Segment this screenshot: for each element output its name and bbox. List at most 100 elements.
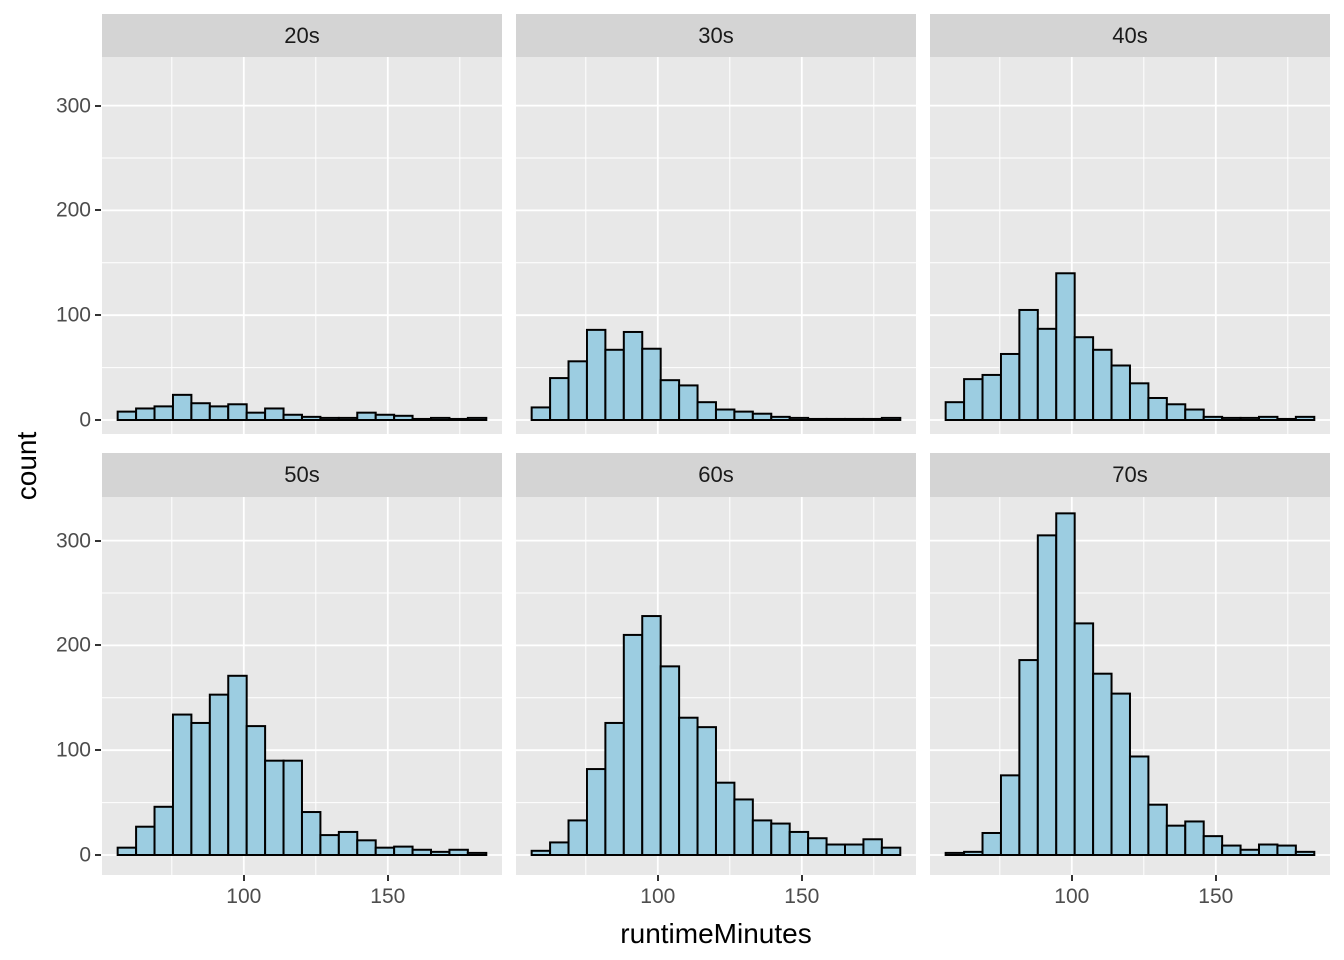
y-tick-label: 200 <box>55 198 91 222</box>
histogram-bar <box>1018 659 1039 856</box>
histogram-bars <box>530 615 902 857</box>
y-tick-label: 300 <box>55 529 91 553</box>
histogram-bar <box>1128 755 1150 857</box>
histogram-bar <box>770 415 791 421</box>
histogram-bar <box>411 417 432 421</box>
histogram-bar <box>1110 692 1131 856</box>
histogram-bar <box>208 693 230 856</box>
histogram-bar <box>190 721 211 856</box>
histogram-bar <box>282 759 303 856</box>
histogram-bar <box>604 721 625 856</box>
facet-plot-20s <box>102 57 502 434</box>
histogram-bar <box>981 373 1002 422</box>
facet-strip-60s: 60s <box>516 453 916 497</box>
histogram-bar <box>135 825 156 857</box>
histogram-bar <box>374 846 396 857</box>
x-tick-label: 150 <box>370 885 406 908</box>
histogram-bars <box>944 512 1316 857</box>
facet-plot-30s <box>516 57 916 434</box>
facet-panel-40s <box>930 57 1330 434</box>
histogram-bar <box>825 843 846 856</box>
histogram-bar <box>770 822 791 856</box>
facet-strip-label: 50s <box>284 462 320 487</box>
histogram-bar <box>585 328 607 422</box>
histogram-bar <box>1258 843 1279 856</box>
facet-strip-label: 70s <box>1112 462 1148 487</box>
histogram-bar <box>963 850 984 856</box>
y-tick-label: 100 <box>55 738 91 762</box>
histogram-bar <box>641 347 662 421</box>
histogram-bar <box>659 379 681 421</box>
histogram-bar <box>466 851 488 856</box>
histogram-bar <box>264 759 285 856</box>
histogram-bar <box>844 417 865 421</box>
histogram-bar <box>733 410 754 421</box>
histogram-bar <box>549 841 570 857</box>
x-tick-mark <box>386 875 389 881</box>
histogram-bar <box>135 407 156 421</box>
histogram-bar <box>319 416 340 421</box>
y-tick-mark <box>95 314 101 317</box>
facet-strip-30s: 30s <box>516 14 916 57</box>
histogram-bar <box>1294 415 1316 421</box>
histogram-bar <box>337 416 359 421</box>
histogram-bar <box>1055 272 1076 421</box>
x-tick-label: 100 <box>640 885 676 908</box>
histogram-bar <box>807 837 828 856</box>
histogram-bar <box>981 831 1002 857</box>
histogram-bar <box>844 843 865 856</box>
histogram-bar <box>862 838 883 856</box>
histogram-bar <box>245 725 267 856</box>
histogram-bar <box>264 407 285 421</box>
x-tick-label: 150 <box>784 885 820 908</box>
histogram-bar <box>356 839 377 857</box>
histogram-bar <box>1221 416 1242 421</box>
histogram-bar <box>751 819 773 856</box>
x-tick-mark <box>656 875 659 881</box>
facet-strip-label: 20s <box>284 22 320 48</box>
histogram-bar <box>1147 803 1168 857</box>
histogram-bar <box>116 846 138 857</box>
histogram-bar <box>567 360 588 422</box>
histogram-bar <box>430 850 451 856</box>
histogram-bar <box>944 401 966 421</box>
histogram-bar <box>448 417 469 421</box>
histogram-bar <box>1202 415 1224 421</box>
histogram-bar <box>1147 396 1168 422</box>
histogram-bar <box>1276 844 1297 856</box>
y-tick-mark <box>95 644 101 647</box>
facet-plot-60s <box>516 497 916 875</box>
histogram-bar <box>963 378 984 421</box>
histogram-bar <box>999 352 1021 422</box>
histogram-bar <box>356 411 377 422</box>
y-tick-mark <box>95 539 101 542</box>
histogram-bar <box>999 774 1021 856</box>
histogram-bar <box>300 415 322 421</box>
histogram-bar <box>549 377 570 421</box>
histogram-bar <box>880 416 902 421</box>
y-tick-label: 200 <box>55 633 91 657</box>
histogram-bar <box>227 674 248 856</box>
histogram-bar <box>116 410 138 421</box>
histogram-bar <box>300 811 322 857</box>
histogram-bar <box>393 845 414 856</box>
histogram-bar <box>1258 415 1279 421</box>
histogram-bar <box>788 416 810 421</box>
histogram-bar <box>714 781 736 856</box>
y-tick-label: 0 <box>79 843 91 867</box>
histogram-bar <box>1036 534 1058 857</box>
histogram-bar <box>1202 835 1224 856</box>
histogram-bar <box>714 408 736 421</box>
histogram-bar <box>227 403 248 421</box>
facet-strip-20s: 20s <box>102 14 502 57</box>
facet-strip-label: 40s <box>1112 22 1148 48</box>
histogram-bar <box>153 405 174 422</box>
x-axis-title: runtimeMinutes <box>620 918 812 949</box>
facet-plot-70s <box>930 497 1330 875</box>
histogram-bar <box>1276 417 1297 421</box>
histogram-bar <box>190 402 211 421</box>
gridlines <box>102 57 502 434</box>
histogram-bar <box>1092 348 1113 421</box>
histogram-bar <box>1055 512 1076 857</box>
